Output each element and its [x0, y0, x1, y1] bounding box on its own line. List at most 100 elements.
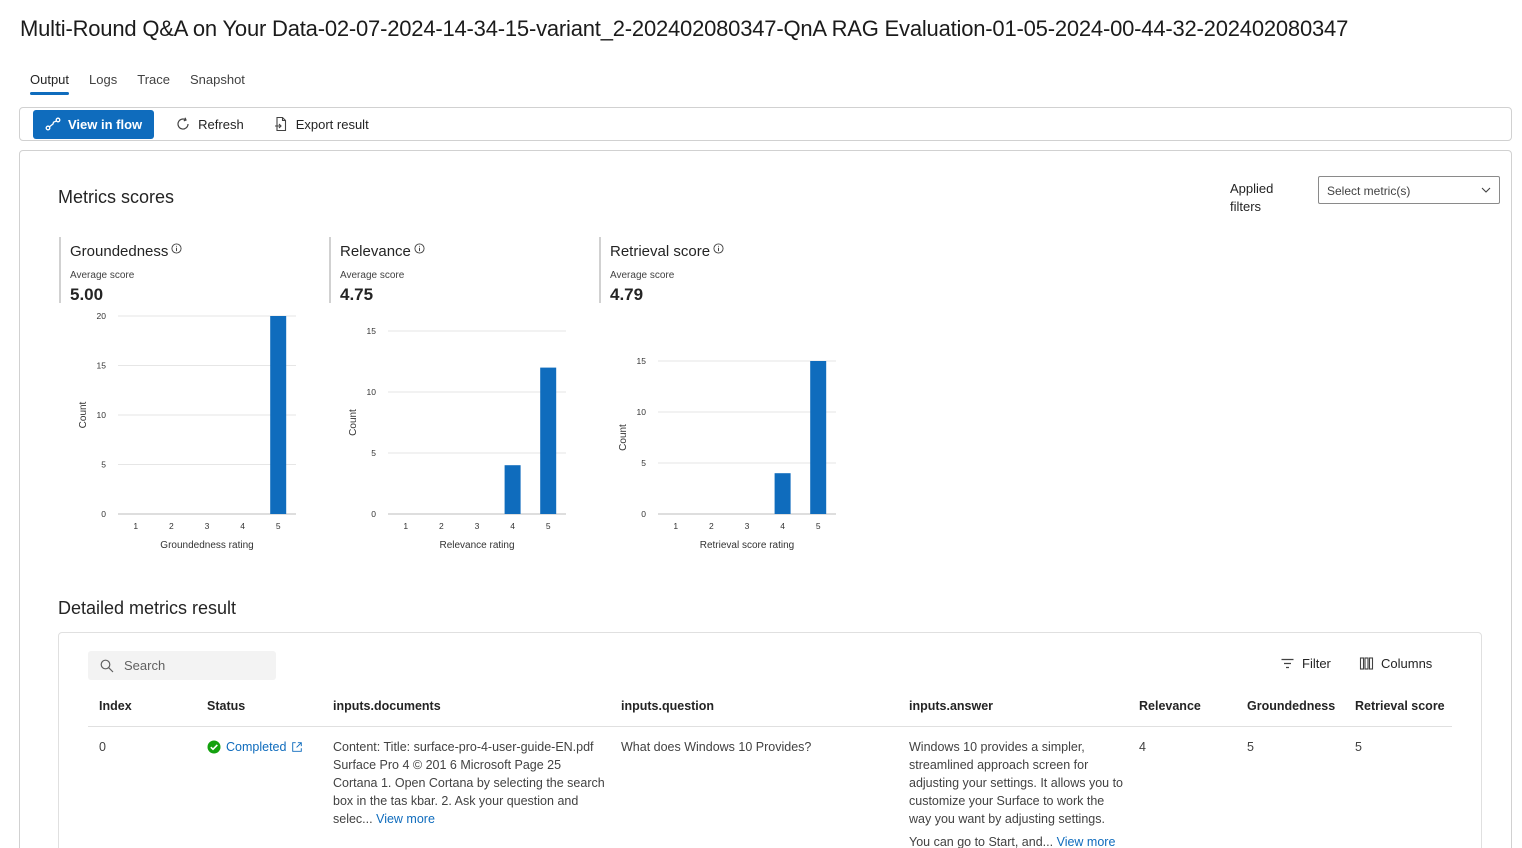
- metric-average-value: 4.79: [610, 285, 644, 304]
- status-label: Completed: [226, 740, 287, 754]
- x-axis-label: Relevance rating: [439, 540, 514, 551]
- y-axis-label: Count: [78, 401, 89, 428]
- metric-name: Relevance: [340, 243, 425, 260]
- column-header-retrieval-score[interactable]: Retrieval score: [1355, 699, 1445, 713]
- refresh-button[interactable]: Refresh: [167, 110, 252, 139]
- cell-groundedness: 5: [1247, 740, 1254, 754]
- page-title: Multi-Round Q&A on Your Data-02-07-2024-…: [20, 16, 1349, 41]
- metric-name: Retrieval score: [610, 243, 724, 260]
- check-circle-icon: [207, 740, 221, 754]
- documents-text: Content: Title: surface-pro-4-user-guide…: [333, 740, 605, 826]
- search-icon: [100, 659, 114, 672]
- refresh-icon: [177, 117, 189, 130]
- metric-name: Groundedness: [70, 243, 182, 260]
- bar: [774, 473, 791, 514]
- applied-filters-label: Applied filters: [1230, 180, 1273, 216]
- x-axis-label: Groundedness rating: [160, 540, 253, 551]
- cell-relevance: 4: [1139, 740, 1146, 754]
- info-icon[interactable]: [713, 243, 724, 254]
- relevance-chart: 0 5 10 15 1 2 3 4 5 Relevance rating Count: [348, 326, 566, 551]
- y-tick-label: 0: [371, 509, 376, 519]
- x-tick-label: 5: [546, 521, 551, 531]
- export-result-label: Export result: [295, 116, 369, 132]
- x-tick-label: 4: [780, 521, 785, 531]
- filter-button[interactable]: Filter: [1280, 656, 1331, 671]
- tab-snapshot[interactable]: Snapshot: [189, 72, 245, 87]
- column-header-question[interactable]: inputs.question: [621, 699, 715, 713]
- export-result-button[interactable]: Export result: [265, 110, 377, 139]
- view-in-flow-label: View in flow: [68, 116, 143, 132]
- y-tick-label: 20: [97, 311, 107, 321]
- y-tick-label: 10: [97, 410, 107, 420]
- x-tick-label: 5: [816, 521, 821, 531]
- y-tick-label: 15: [367, 326, 377, 336]
- bar: [540, 367, 557, 514]
- open-external-icon[interactable]: [291, 741, 303, 753]
- columns-button[interactable]: Columns: [1359, 656, 1432, 671]
- header-divider: [88, 726, 1452, 727]
- status-badge[interactable]: Completed: [207, 738, 303, 756]
- filter-label: Filter: [1302, 656, 1331, 671]
- view-more-link[interactable]: View more: [376, 812, 435, 826]
- metric-average-value: 4.75: [340, 285, 374, 304]
- bar: [270, 316, 287, 514]
- results-table: [58, 632, 1482, 848]
- answer-text: Windows 10 provides a simpler, streamlin…: [909, 740, 1124, 826]
- y-axis-label: Count: [618, 424, 629, 451]
- chevron-down-icon: [1481, 187, 1491, 193]
- cell-index: 0: [99, 740, 106, 754]
- groundedness-chart: 0 5 10 15 20 1 2 3 4 5 Groundedness rating Count: [78, 311, 296, 551]
- x-tick-label: 4: [510, 521, 515, 531]
- refresh-label: Refresh: [198, 116, 244, 132]
- column-header-relevance[interactable]: Relevance: [1139, 699, 1201, 713]
- x-tick-label: 1: [133, 521, 138, 531]
- y-tick-label: 5: [371, 448, 376, 458]
- bar: [810, 361, 827, 514]
- column-header-documents[interactable]: inputs.documents: [333, 699, 441, 713]
- x-tick-label: 4: [240, 521, 245, 531]
- column-header-answer[interactable]: inputs.answer: [909, 699, 994, 713]
- cell-answer: Windows 10 provides a simpler, streamlin…: [909, 738, 1127, 848]
- metric-average-value: 5.00: [70, 285, 104, 304]
- metric-select-dropdown[interactable]: Select metric(s): [1318, 176, 1500, 204]
- y-tick-label: 0: [101, 509, 106, 519]
- y-tick-label: 15: [97, 361, 107, 371]
- tab-trace[interactable]: Trace: [137, 72, 170, 87]
- column-header-groundedness[interactable]: Groundedness: [1247, 699, 1336, 713]
- metric-sub-label: Average score: [610, 270, 675, 281]
- info-icon[interactable]: [414, 243, 425, 254]
- y-axis-label: Count: [348, 409, 359, 436]
- detailed-metrics-title: Detailed metrics result: [58, 598, 237, 618]
- x-tick-label: 5: [276, 521, 281, 531]
- columns-icon: [1359, 657, 1374, 670]
- cell-documents: Content: Title: surface-pro-4-user-guide…: [333, 738, 608, 828]
- y-tick-label: 5: [101, 460, 106, 470]
- x-tick-label: 1: [673, 521, 678, 531]
- tab-logs[interactable]: Logs: [89, 72, 118, 87]
- y-tick-label: 10: [367, 387, 377, 397]
- view-more-link[interactable]: View more: [1056, 835, 1116, 848]
- y-tick-label: 0: [641, 509, 646, 519]
- view-in-flow-button[interactable]: View in flow: [33, 109, 155, 139]
- column-header-status[interactable]: Status: [207, 699, 246, 713]
- toolbar: View in flow Refresh Export result: [19, 107, 1512, 141]
- x-tick-label: 2: [439, 521, 444, 531]
- metric-sub-label: Average score: [70, 270, 135, 281]
- column-header-index[interactable]: Index: [99, 699, 132, 713]
- cell-status: Completed: [207, 738, 303, 756]
- cell-retrieval-score: 5: [1355, 740, 1362, 754]
- info-icon[interactable]: [171, 243, 182, 254]
- retrieval-score-chart: 0 5 10 15 1 2 3 4 5 Retrieval score rating Count: [618, 356, 836, 551]
- metric-sub-label: Average score: [340, 270, 405, 281]
- answer-continuation: You can go to Start, and... View more: [909, 835, 1116, 848]
- search-box[interactable]: Search: [88, 651, 276, 680]
- columns-label: Columns: [1381, 656, 1433, 671]
- applied-filters-line2: filters: [1230, 199, 1262, 214]
- bar: [504, 465, 521, 514]
- search-placeholder: Search: [124, 658, 166, 673]
- x-tick-label: 2: [709, 521, 714, 531]
- x-tick-label: 3: [475, 521, 480, 531]
- y-tick-label: 10: [637, 407, 647, 417]
- tab-output[interactable]: Output: [20, 68, 79, 95]
- x-tick-label: 3: [745, 521, 750, 531]
